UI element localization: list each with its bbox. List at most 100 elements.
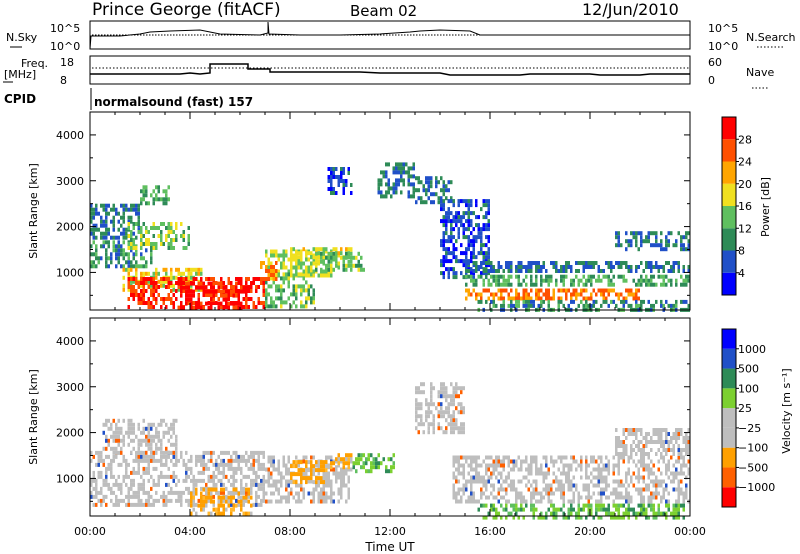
echo-cell: [522, 292, 525, 297]
echo-cell: [407, 190, 410, 195]
echo-cell: [345, 255, 348, 260]
echo-cell: [345, 461, 348, 466]
echo-cell: [137, 215, 140, 220]
echo-cell: [117, 502, 120, 507]
echo-cell: [530, 303, 533, 308]
echo-cell: [145, 260, 148, 265]
echo-cell: [335, 475, 338, 480]
echo-cell: [142, 285, 145, 289]
nave-tick-top: 60: [708, 56, 722, 69]
echo-cell: [495, 278, 498, 283]
echo-cell: [465, 479, 468, 484]
echo-cell: [660, 243, 663, 248]
echo-cell: [260, 478, 263, 483]
freq-trace: [90, 63, 690, 76]
echo-cell: [162, 434, 165, 439]
echo-cell: [207, 293, 210, 297]
echo-cell: [375, 465, 378, 470]
echo-cell: [637, 278, 640, 283]
echo-cell: [182, 285, 185, 290]
echo-cell: [455, 239, 458, 244]
echo-cell: [217, 503, 220, 508]
echo-cell: [275, 467, 278, 472]
echo-cell: [300, 460, 303, 465]
echo-cell: [125, 231, 128, 236]
power-ylabel: Slant Range [km]: [27, 163, 40, 259]
echo-cell: [130, 264, 133, 269]
echo-cell: [490, 463, 493, 468]
echo-cell: [172, 462, 175, 467]
echo-cell: [340, 491, 343, 496]
echo-cell: [620, 274, 623, 279]
echo-cell: [467, 463, 470, 468]
echo-cell: [687, 239, 690, 244]
echo-cell: [662, 455, 665, 460]
echo-cell: [287, 272, 290, 277]
echo-cell: [317, 491, 320, 496]
echo-cell: [597, 483, 600, 488]
echo-cell: [422, 422, 425, 427]
echo-cell: [152, 222, 155, 226]
echo-cell: [170, 426, 173, 431]
echo-cell: [207, 289, 210, 294]
echo-cell: [660, 303, 663, 308]
echo-cell: [590, 265, 593, 269]
echo-cell: [300, 468, 303, 473]
echo-cell: [395, 166, 398, 171]
echo-cell: [567, 483, 570, 488]
echo-cell: [420, 402, 423, 407]
echo-cell: [195, 285, 198, 290]
echo-cell: [492, 495, 495, 500]
echo-cell: [585, 455, 588, 460]
echo-cell: [572, 288, 575, 293]
echo-cell: [245, 281, 248, 286]
echo-cell: [667, 507, 670, 512]
echo-cell: [97, 454, 100, 459]
echo-cell: [162, 267, 165, 272]
echo-cell: [660, 483, 663, 488]
echo-cell: [605, 288, 608, 293]
echo-cell: [542, 515, 545, 520]
echo-cell: [275, 249, 278, 254]
echo-cell: [490, 274, 493, 279]
echo-cell: [627, 503, 630, 508]
echo-cell: [637, 428, 640, 432]
echo-cell: [470, 475, 473, 480]
echo-cell: [242, 502, 245, 507]
echo-cell: [370, 465, 373, 470]
echo-cell: [155, 446, 158, 451]
echo-cell: [337, 461, 340, 466]
echo-cell: [310, 468, 313, 473]
echo-cell: [545, 483, 548, 488]
echo-cell: [635, 269, 638, 273]
echo-cell: [572, 483, 575, 488]
echo-cell: [502, 299, 505, 304]
echo-cell: [482, 491, 485, 496]
echo-cell: [665, 511, 668, 516]
echo-cell: [220, 495, 223, 500]
echo-cell: [112, 244, 115, 249]
echo-cell: [175, 267, 178, 272]
echo-cell: [107, 454, 110, 459]
echo-cell: [590, 274, 593, 279]
echo-cell: [382, 457, 385, 462]
echo-cell: [155, 466, 158, 471]
echo-cell: [460, 215, 463, 220]
echo-cell: [150, 293, 153, 297]
echo-cell: [200, 486, 203, 491]
echo-cell: [487, 239, 490, 244]
echo-cell: [662, 440, 665, 444]
echo-cell: [195, 482, 198, 487]
echo-cell: [342, 255, 345, 260]
echo-cell: [417, 386, 420, 391]
echo-cell: [312, 247, 315, 252]
echo-cell: [560, 296, 563, 301]
echo-cell: [332, 187, 335, 191]
echo-cell: [475, 239, 478, 244]
echo-cell: [130, 248, 133, 253]
echo-cell: [685, 452, 688, 456]
echo-cell: [475, 499, 478, 504]
echo-cell: [317, 483, 320, 488]
echo-cell: [117, 244, 120, 249]
echo-cell: [262, 454, 265, 459]
